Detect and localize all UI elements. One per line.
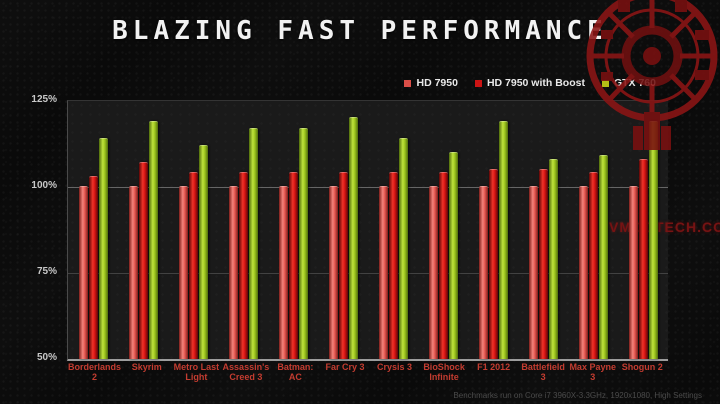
bar xyxy=(388,172,398,359)
bar xyxy=(298,127,308,359)
x-axis-label: Max Payne 3 xyxy=(569,362,616,383)
bar xyxy=(548,158,558,359)
bar-group xyxy=(68,101,118,359)
bar xyxy=(138,161,148,359)
bar xyxy=(578,186,588,359)
bar xyxy=(438,172,448,359)
bar xyxy=(148,120,158,359)
bar xyxy=(538,168,548,359)
legend-label: HD 7950 xyxy=(416,77,458,89)
bar-group xyxy=(368,101,418,359)
legend-swatch-icon xyxy=(601,79,609,87)
bar-group xyxy=(418,101,468,359)
bar-group xyxy=(468,101,518,359)
y-tick-label: 125% xyxy=(31,94,57,105)
bar-group xyxy=(318,101,368,359)
bar xyxy=(178,186,188,359)
bar xyxy=(398,137,408,359)
bar xyxy=(448,151,458,359)
bar xyxy=(228,186,238,359)
legend-item: HD 7950 with Boost xyxy=(474,77,585,89)
page-title: BLAZING FAST PERFORMANCE xyxy=(112,16,608,46)
gridline xyxy=(68,187,668,188)
bar-groups xyxy=(68,101,668,359)
x-axis-label: BioShock Infinite xyxy=(423,362,465,383)
y-tick-label: 50% xyxy=(36,352,57,363)
bar xyxy=(98,137,108,359)
bar xyxy=(528,186,538,359)
bar xyxy=(378,186,388,359)
bar-group xyxy=(568,101,618,359)
x-axis-label: Crysis 3 xyxy=(377,362,413,372)
x-axis-label: Batman: AC xyxy=(277,362,314,383)
x-axis-label: Far Cry 3 xyxy=(325,362,365,372)
plot-area: VMODTECH.COM xyxy=(67,100,720,361)
gridline xyxy=(68,273,668,274)
bar xyxy=(478,186,488,359)
x-axis-label: F1 2012 xyxy=(477,362,511,372)
legend-item: HD 7950 xyxy=(404,77,458,89)
bar xyxy=(598,155,608,359)
benchmark-footnote: Benchmarks run on Core i7 3960X-3.3GHz, … xyxy=(453,391,702,400)
bar-group xyxy=(168,101,218,359)
legend-label: HD 7950 with Boost xyxy=(486,77,585,89)
bar xyxy=(498,120,508,359)
bar xyxy=(338,172,348,359)
bar xyxy=(628,186,638,359)
bar xyxy=(348,117,358,359)
legend-swatch-icon xyxy=(404,79,412,87)
bar xyxy=(128,186,138,359)
bar-group xyxy=(518,101,568,359)
bar-group xyxy=(118,101,168,359)
bar xyxy=(428,186,438,359)
bar xyxy=(88,175,98,359)
bar xyxy=(638,158,648,359)
x-axis-label: Shogun 2 xyxy=(621,362,663,372)
bar xyxy=(488,168,498,359)
x-axis-label: Battlefield 3 xyxy=(521,362,565,383)
legend-swatch-icon xyxy=(474,79,482,87)
x-axis-label: Skyrim xyxy=(131,362,162,372)
y-tick-label: 75% xyxy=(36,266,57,277)
x-axis-label: Borderlands 2 xyxy=(68,362,122,383)
bar xyxy=(188,172,198,359)
y-axis: 125% 100% 75% 50% xyxy=(10,0,57,404)
bar xyxy=(238,172,248,359)
bar xyxy=(78,186,88,359)
x-axis-label: Metro Last Light xyxy=(173,362,220,383)
bar xyxy=(248,127,258,359)
bar xyxy=(588,172,598,359)
x-axis-labels: Borderlands 2 Skyrim Metro Last Light Assas… xyxy=(67,362,667,383)
vmodtech-logo-icon xyxy=(586,0,718,150)
bar xyxy=(648,120,658,359)
bar xyxy=(278,186,288,359)
bar xyxy=(198,144,208,359)
y-tick-label: 100% xyxy=(31,180,57,191)
bar xyxy=(328,186,338,359)
bar-group xyxy=(268,101,318,359)
x-axis-label: Assassin's Creed 3 xyxy=(222,362,270,383)
bar-group xyxy=(218,101,268,359)
bar xyxy=(288,172,298,359)
